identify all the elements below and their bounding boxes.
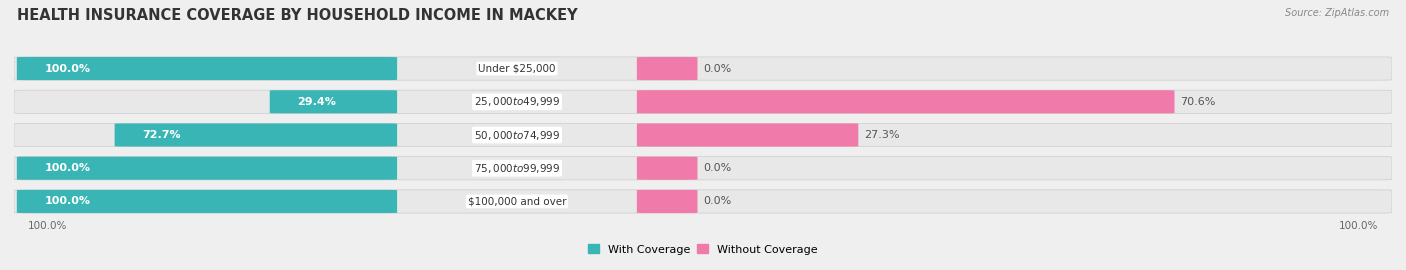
Text: HEALTH INSURANCE COVERAGE BY HOUSEHOLD INCOME IN MACKEY: HEALTH INSURANCE COVERAGE BY HOUSEHOLD I… (17, 8, 578, 23)
FancyBboxPatch shape (637, 190, 697, 213)
Text: Under $25,000: Under $25,000 (478, 63, 555, 73)
Legend: With Coverage, Without Coverage: With Coverage, Without Coverage (583, 240, 823, 259)
Text: 100.0%: 100.0% (45, 197, 90, 207)
FancyBboxPatch shape (17, 157, 396, 180)
Text: $50,000 to $74,999: $50,000 to $74,999 (474, 129, 560, 141)
Text: $25,000 to $49,999: $25,000 to $49,999 (474, 95, 560, 108)
Text: Source: ZipAtlas.com: Source: ZipAtlas.com (1285, 8, 1389, 18)
Text: 0.0%: 0.0% (703, 197, 731, 207)
Text: 0.0%: 0.0% (703, 163, 731, 173)
FancyBboxPatch shape (637, 57, 697, 80)
Text: 100.0%: 100.0% (28, 221, 67, 231)
FancyBboxPatch shape (637, 123, 858, 147)
Text: 29.4%: 29.4% (297, 97, 336, 107)
Text: 27.3%: 27.3% (863, 130, 900, 140)
FancyBboxPatch shape (637, 90, 1174, 113)
FancyBboxPatch shape (17, 57, 396, 80)
FancyBboxPatch shape (637, 157, 697, 180)
FancyBboxPatch shape (14, 57, 1392, 80)
Text: $75,000 to $99,999: $75,000 to $99,999 (474, 162, 560, 175)
Text: 100.0%: 100.0% (1339, 221, 1378, 231)
FancyBboxPatch shape (115, 123, 396, 147)
Text: $100,000 and over: $100,000 and over (468, 197, 567, 207)
FancyBboxPatch shape (17, 190, 396, 213)
FancyBboxPatch shape (14, 190, 1392, 213)
FancyBboxPatch shape (14, 123, 1392, 147)
Text: 100.0%: 100.0% (45, 163, 90, 173)
Text: 100.0%: 100.0% (45, 63, 90, 73)
FancyBboxPatch shape (14, 90, 1392, 113)
FancyBboxPatch shape (14, 157, 1392, 180)
Text: 0.0%: 0.0% (703, 63, 731, 73)
FancyBboxPatch shape (270, 90, 396, 113)
Text: 70.6%: 70.6% (1180, 97, 1215, 107)
Text: 72.7%: 72.7% (142, 130, 181, 140)
